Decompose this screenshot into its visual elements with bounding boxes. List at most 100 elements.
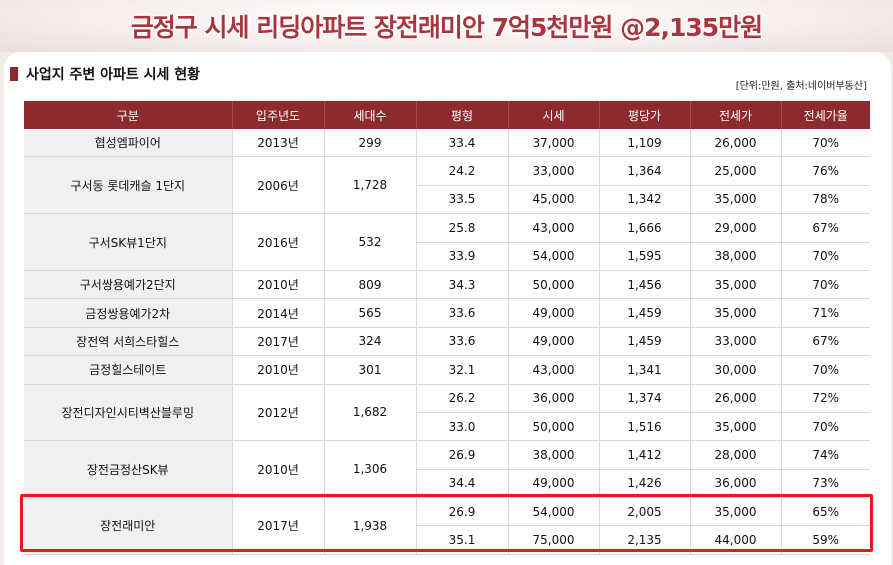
- jeonse-price: 35,000: [690, 270, 782, 300]
- header-size: 평형: [416, 101, 509, 129]
- jeonse-price: 36,000: [690, 469, 782, 499]
- table-row: 33.9 54,000 1,595 38,000 70%: [24, 242, 870, 271]
- apartment-name: 구서동 롯데캐슬 1단지: [24, 156, 233, 215]
- jeonse-ratio: 71%: [781, 298, 870, 328]
- table-row: 장전금정산SK뷰 2010년 1,306 26.9 38,000 1,412 28,000 7…: [24, 440, 870, 499]
- household-count: 1,682: [324, 384, 417, 442]
- table-row: 33.0 50,000 1,516 35,000 70%: [24, 412, 870, 442]
- household-count: 565: [324, 298, 417, 328]
- jeonse-ratio: 78%: [781, 185, 870, 215]
- table-row: 금정쌍용예가2차 2014년 565 33.6 49,000 1,459 35,000 71%: [24, 298, 870, 328]
- table-row: 금정힐스테이트 2010년 301 32.1 43,000 1,341 30,000 70%: [24, 355, 870, 385]
- jeonse-price: 26,000: [690, 384, 782, 413]
- jeonse-ratio: 67%: [781, 327, 870, 357]
- size: 25.8: [416, 213, 509, 243]
- table-row: 33.5 45,000 1,342 35,000 78%: [24, 185, 870, 215]
- price: 37,000: [508, 129, 600, 158]
- price: 49,000: [508, 298, 600, 328]
- move-in-year: 2014년: [232, 298, 325, 328]
- jeonse-price: 25,000: [690, 156, 782, 186]
- jeonse-price: 35,000: [690, 185, 782, 215]
- apartment-name: 장전역 서희스타힐스: [24, 327, 233, 357]
- price: 38,000: [508, 440, 600, 470]
- jeonse-price: 33,000: [690, 327, 782, 357]
- size: 34.3: [416, 270, 509, 300]
- jeonse-ratio: 70%: [781, 355, 870, 385]
- size: 33.6: [416, 298, 509, 328]
- price-per-pyeong: 1,426: [599, 469, 691, 499]
- household-count: 299: [324, 129, 417, 158]
- apartment-name: 금정힐스테이트: [24, 355, 233, 385]
- jeonse-ratio: 74%: [781, 440, 870, 470]
- price-table: 구분 입주년도 세대수 평형 시세 평당가 전세가 전세가율 협성엠파이어 201…: [24, 101, 870, 555]
- apartment-name: 금정쌍용예가2차: [24, 298, 233, 328]
- household-count: 301: [324, 355, 417, 385]
- table-row: 구서SK뷰1단지 2016년 532 25.8 43,000 1,666 29,000 67%: [24, 213, 870, 271]
- section-title: 사업지 주변 아파트 시세 현황: [26, 67, 201, 83]
- jeonse-ratio: 70%: [781, 242, 870, 271]
- size: 33.5: [416, 185, 509, 215]
- apartment-name: 구서SK뷰1단지: [24, 213, 233, 271]
- move-in-year: 2013년: [232, 129, 325, 158]
- jeonse-price: 29,000: [690, 213, 782, 243]
- table-row: 장전역 서희스타힐스 2017년 324 33.6 49,000 1,459 33,000 6…: [24, 327, 870, 357]
- size: 32.1: [416, 355, 509, 385]
- header-year: 입주년도: [232, 101, 325, 129]
- move-in-year: 2012년: [232, 384, 325, 442]
- move-in-year: 2010년: [232, 355, 325, 385]
- jeonse-price: 28,000: [690, 440, 782, 470]
- table-row: 구서동 롯데캐슬 1단지 2006년 1,728 24.2 33,000 1,364 25,…: [24, 156, 870, 215]
- table-row: 34.4 49,000 1,426 36,000 73%: [24, 469, 870, 499]
- section-heading: 사업지 주변 아파트 시세 현황: [10, 64, 200, 84]
- header-price: 시세: [508, 101, 600, 129]
- header-jeonse: 전세가: [690, 101, 782, 129]
- price: 75,000: [508, 525, 600, 555]
- price: 49,000: [508, 327, 600, 357]
- unit-note: [단위:만원, 출처:네이버부동산]: [735, 81, 867, 92]
- table-body: 협성엠파이어 2013년 299 33.4 37,000 1,109 26,000 70% 구서…: [24, 129, 870, 555]
- household-count: 1,938: [324, 497, 417, 555]
- size: 35.1: [416, 525, 509, 555]
- size: 26.9: [416, 497, 509, 527]
- size: 33.4: [416, 129, 509, 158]
- move-in-year: 2010년: [232, 270, 325, 300]
- household-count: 532: [324, 213, 417, 271]
- move-in-year: 2006년: [232, 156, 325, 215]
- price: 50,000: [508, 270, 600, 300]
- price: 49,000: [508, 469, 600, 499]
- header-households: 세대수: [324, 101, 417, 129]
- price-per-pyeong: 1,342: [599, 185, 691, 215]
- move-in-year: 2010년: [232, 440, 325, 499]
- household-count: 1,728: [324, 156, 417, 215]
- size: 26.9: [416, 440, 509, 470]
- banner: 금정구 시세 리딩아파트 장전래미안 7억5천만원 @2,135만원: [0, 0, 893, 52]
- price-per-pyeong: 1,109: [599, 129, 691, 158]
- table-row: 구서쌍용예가2단지 2010년 809 34.3 50,000 1,456 35,000 70…: [24, 270, 870, 300]
- jeonse-ratio: 70%: [781, 129, 870, 158]
- jeonse-price: 35,000: [690, 412, 782, 442]
- apartment-name: 장전금정산SK뷰: [24, 440, 233, 499]
- price: 54,000: [508, 497, 600, 527]
- move-in-year: 2016년: [232, 213, 325, 271]
- size: 24.2: [416, 156, 509, 186]
- household-count: 1,306: [324, 440, 417, 499]
- price: 33,000: [508, 156, 600, 186]
- price: 43,000: [508, 355, 600, 385]
- price: 36,000: [508, 384, 600, 413]
- price-per-pyeong: 2,005: [599, 497, 691, 527]
- jeonse-price: 35,000: [690, 298, 782, 328]
- apartment-name: 구서쌍용예가2단지: [24, 270, 233, 300]
- size: 33.9: [416, 242, 509, 271]
- size: 33.6: [416, 327, 509, 357]
- table-row: 장전래미안 2017년 1,938 26.9 54,000 2,005 35,000 65%: [24, 497, 870, 555]
- price-per-pyeong: 1,666: [599, 213, 691, 243]
- jeonse-ratio: 70%: [781, 412, 870, 442]
- price-per-pyeong: 1,516: [599, 412, 691, 442]
- section-marker-icon: [10, 67, 18, 81]
- move-in-year: 2017년: [232, 497, 325, 555]
- jeonse-ratio: 67%: [781, 213, 870, 243]
- household-count: 324: [324, 327, 417, 357]
- table-row: 장전디자인시티벽산블루밍 2012년 1,682 26.2 36,000 1,374 26,…: [24, 384, 870, 442]
- jeonse-ratio: 59%: [781, 525, 870, 555]
- price-per-pyeong: 1,459: [599, 327, 691, 357]
